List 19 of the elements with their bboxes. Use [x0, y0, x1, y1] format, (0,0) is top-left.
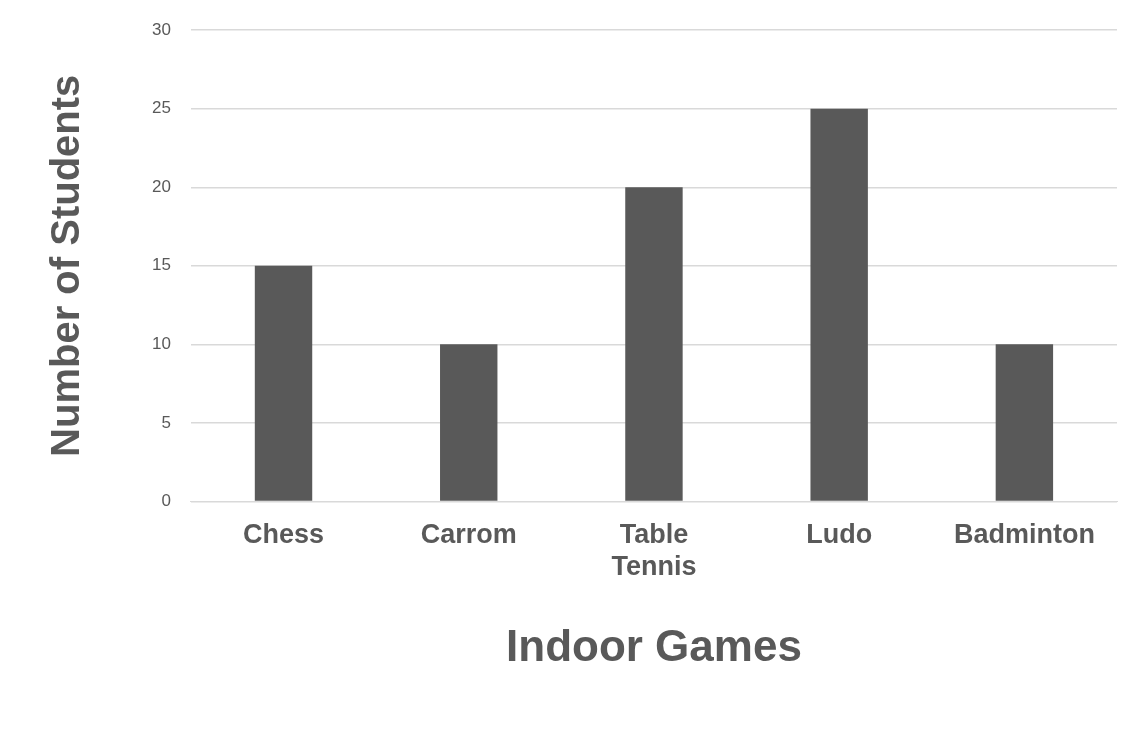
bar	[440, 344, 498, 501]
bar	[995, 344, 1054, 501]
y-tick-label: 15	[151, 255, 171, 275]
bar	[810, 108, 868, 501]
y-tick-label: 0	[161, 491, 171, 511]
bar	[625, 187, 683, 501]
x-tick-label: Ludo	[806, 519, 873, 550]
y-axis-title: Number of Students	[43, 74, 88, 457]
y-tick-label: 10	[151, 334, 171, 354]
x-tick-label: Table Tennis	[611, 519, 697, 582]
x-tick-label: Badminton	[953, 519, 1095, 550]
x-tick-label: Chess	[242, 519, 325, 550]
bar	[254, 265, 313, 501]
y-tick-label: 5	[161, 412, 171, 432]
y-tick-label: 25	[151, 98, 171, 118]
y-tick-label: 20	[151, 176, 171, 196]
x-tick-label: Carrom	[420, 519, 517, 550]
x-axis-title: Indoor Games	[506, 620, 802, 670]
y-tick-label: 30	[151, 19, 171, 39]
